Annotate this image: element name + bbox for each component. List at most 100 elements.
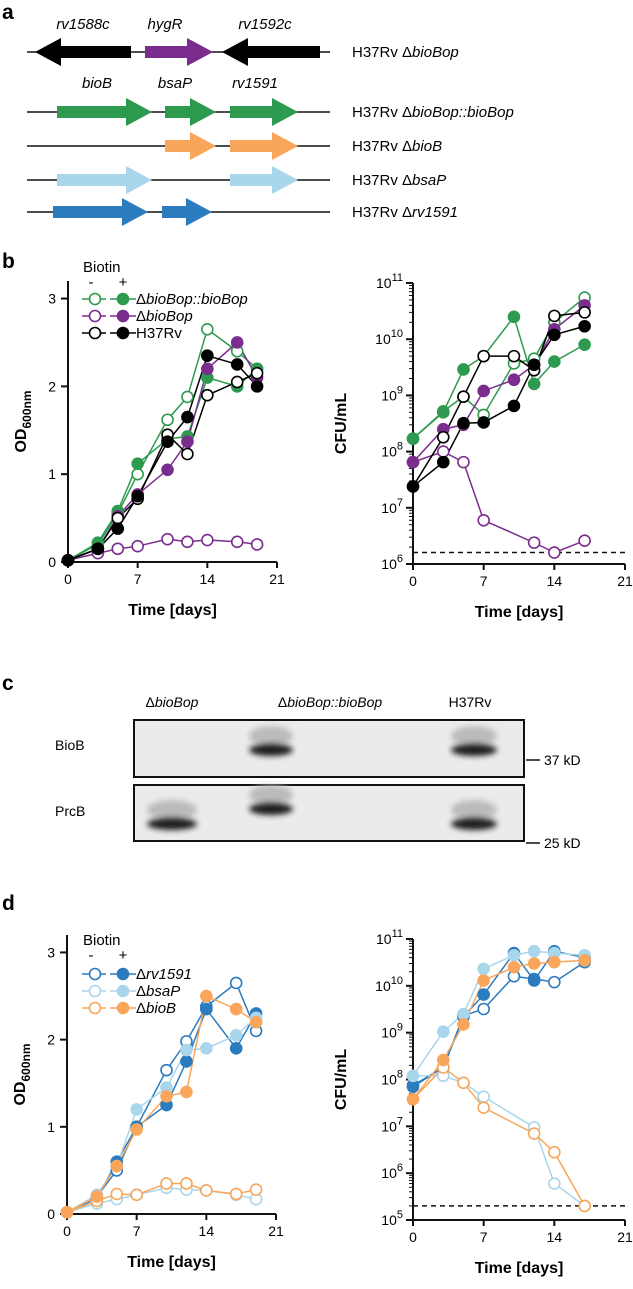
data-point	[507, 399, 521, 413]
data-point	[131, 457, 144, 470]
data-point	[477, 962, 490, 976]
legend-title: Biotin	[83, 932, 121, 949]
data-point	[548, 546, 561, 559]
legend-minus: -	[89, 947, 94, 964]
data-point	[507, 310, 521, 324]
data-point	[249, 1183, 263, 1196]
legend-entry: ΔbioBop	[136, 308, 193, 325]
panel-label-a: a	[2, 1, 14, 24]
data-point	[578, 1199, 591, 1213]
data-point	[130, 1103, 143, 1116]
data-point	[477, 384, 490, 398]
data-point	[527, 358, 541, 372]
data-point	[230, 535, 244, 549]
legend-marker-minus	[88, 984, 102, 998]
data-point	[131, 539, 144, 553]
legend-marker-plus	[116, 984, 130, 998]
strain-label: H37Rv ΔbioBop::bioBop	[352, 104, 514, 121]
data-point	[507, 373, 521, 387]
data-point	[130, 1188, 143, 1202]
legend-entry: ΔbioBop::bioBop	[136, 291, 248, 308]
data-point	[436, 455, 450, 469]
data-point	[457, 363, 470, 376]
gene-arrow-bsaP	[162, 198, 212, 226]
x-tick-label: 0	[64, 571, 72, 587]
data-point	[181, 535, 194, 549]
data-point	[250, 366, 264, 380]
data-point	[201, 322, 214, 336]
x-tick-label: 7	[480, 1229, 488, 1245]
y-tick-label: 3	[47, 944, 55, 960]
x-tick-label: 14	[199, 1223, 215, 1239]
data-point	[230, 358, 244, 371]
data-point	[250, 538, 264, 551]
x-tick-label: 0	[409, 1229, 417, 1245]
data-point	[406, 432, 420, 445]
data-point	[230, 375, 244, 389]
blot-row-label: BioB	[55, 737, 85, 753]
panel-label-b: b	[2, 250, 15, 273]
y-tick-label: 0	[47, 1206, 55, 1222]
x-tick-label: 14	[200, 571, 216, 587]
x-tick-label: 21	[617, 1229, 633, 1245]
data-point	[229, 1028, 243, 1042]
x-axis-title: Time [days]	[475, 604, 564, 621]
data-point	[477, 974, 490, 987]
legend-entry: ΔbioB	[136, 1000, 176, 1017]
y-tick-label: 2	[48, 378, 56, 394]
data-point	[201, 362, 214, 376]
x-tick-label: 7	[133, 1223, 141, 1239]
data-point	[181, 447, 194, 461]
protein-band	[451, 818, 497, 830]
data-point	[406, 1080, 420, 1094]
gene-arrow-rv1588c	[35, 38, 131, 66]
data-point	[477, 1101, 490, 1114]
gene-arrow-rv1591	[230, 132, 298, 160]
data-point	[548, 955, 561, 969]
data-point	[527, 957, 541, 970]
data-point	[548, 328, 561, 342]
y-tick-label: 0	[48, 554, 56, 570]
data-point	[181, 435, 194, 448]
data-point	[200, 1002, 213, 1016]
x-tick-label: 21	[268, 1223, 284, 1239]
legend-marker-plus	[116, 326, 130, 340]
x-tick-label: 0	[63, 1223, 71, 1239]
gene-arrow-bsaP	[165, 98, 216, 126]
y-tick-label: 3	[48, 291, 56, 307]
data-point	[180, 1177, 193, 1190]
gene-arrow-rv1591	[230, 98, 298, 126]
data-point	[90, 1190, 104, 1203]
gene-diagram: rv1588c hygR rv1592c bioB bsaP rv1591 H37Rv Δb…	[27, 16, 514, 226]
data-point	[230, 336, 244, 349]
strain-label: H37Rv ΔbsaP	[352, 172, 446, 189]
data-point	[477, 513, 490, 527]
data-point	[527, 536, 541, 549]
protein-band	[249, 803, 293, 815]
data-point	[180, 1043, 193, 1057]
data-point	[161, 463, 174, 477]
y-tick-label: 106	[381, 1162, 403, 1181]
chart-d-od: 0 7 14 21 0 1 2 3 Time [days] OD600nm Biotin- + Δrv1…	[12, 932, 284, 1271]
data-point	[436, 1025, 450, 1038]
y-tick-label: 2	[47, 1032, 55, 1048]
data-point	[180, 1055, 193, 1068]
y-tick-label: 107	[381, 1115, 403, 1134]
band-smear	[249, 785, 293, 805]
gene-label: rv1592c	[238, 16, 292, 33]
data-point	[181, 410, 194, 424]
y-tick-label: 1010	[375, 975, 403, 994]
data-point	[131, 489, 144, 503]
gene-label: bioB	[82, 75, 112, 92]
data-point	[406, 1069, 420, 1083]
data-point	[457, 1007, 470, 1021]
data-point	[61, 553, 75, 567]
size-marker: 25 kD	[544, 835, 581, 851]
data-point	[436, 1053, 450, 1067]
chart-b-od: 0 7 14 21 0 1 2 3 Time [days] OD600nm Biotin- + Δbio…	[13, 259, 285, 619]
gene-label: rv1588c	[56, 16, 110, 33]
data-point	[507, 960, 521, 974]
legend-minus: -	[89, 274, 94, 291]
